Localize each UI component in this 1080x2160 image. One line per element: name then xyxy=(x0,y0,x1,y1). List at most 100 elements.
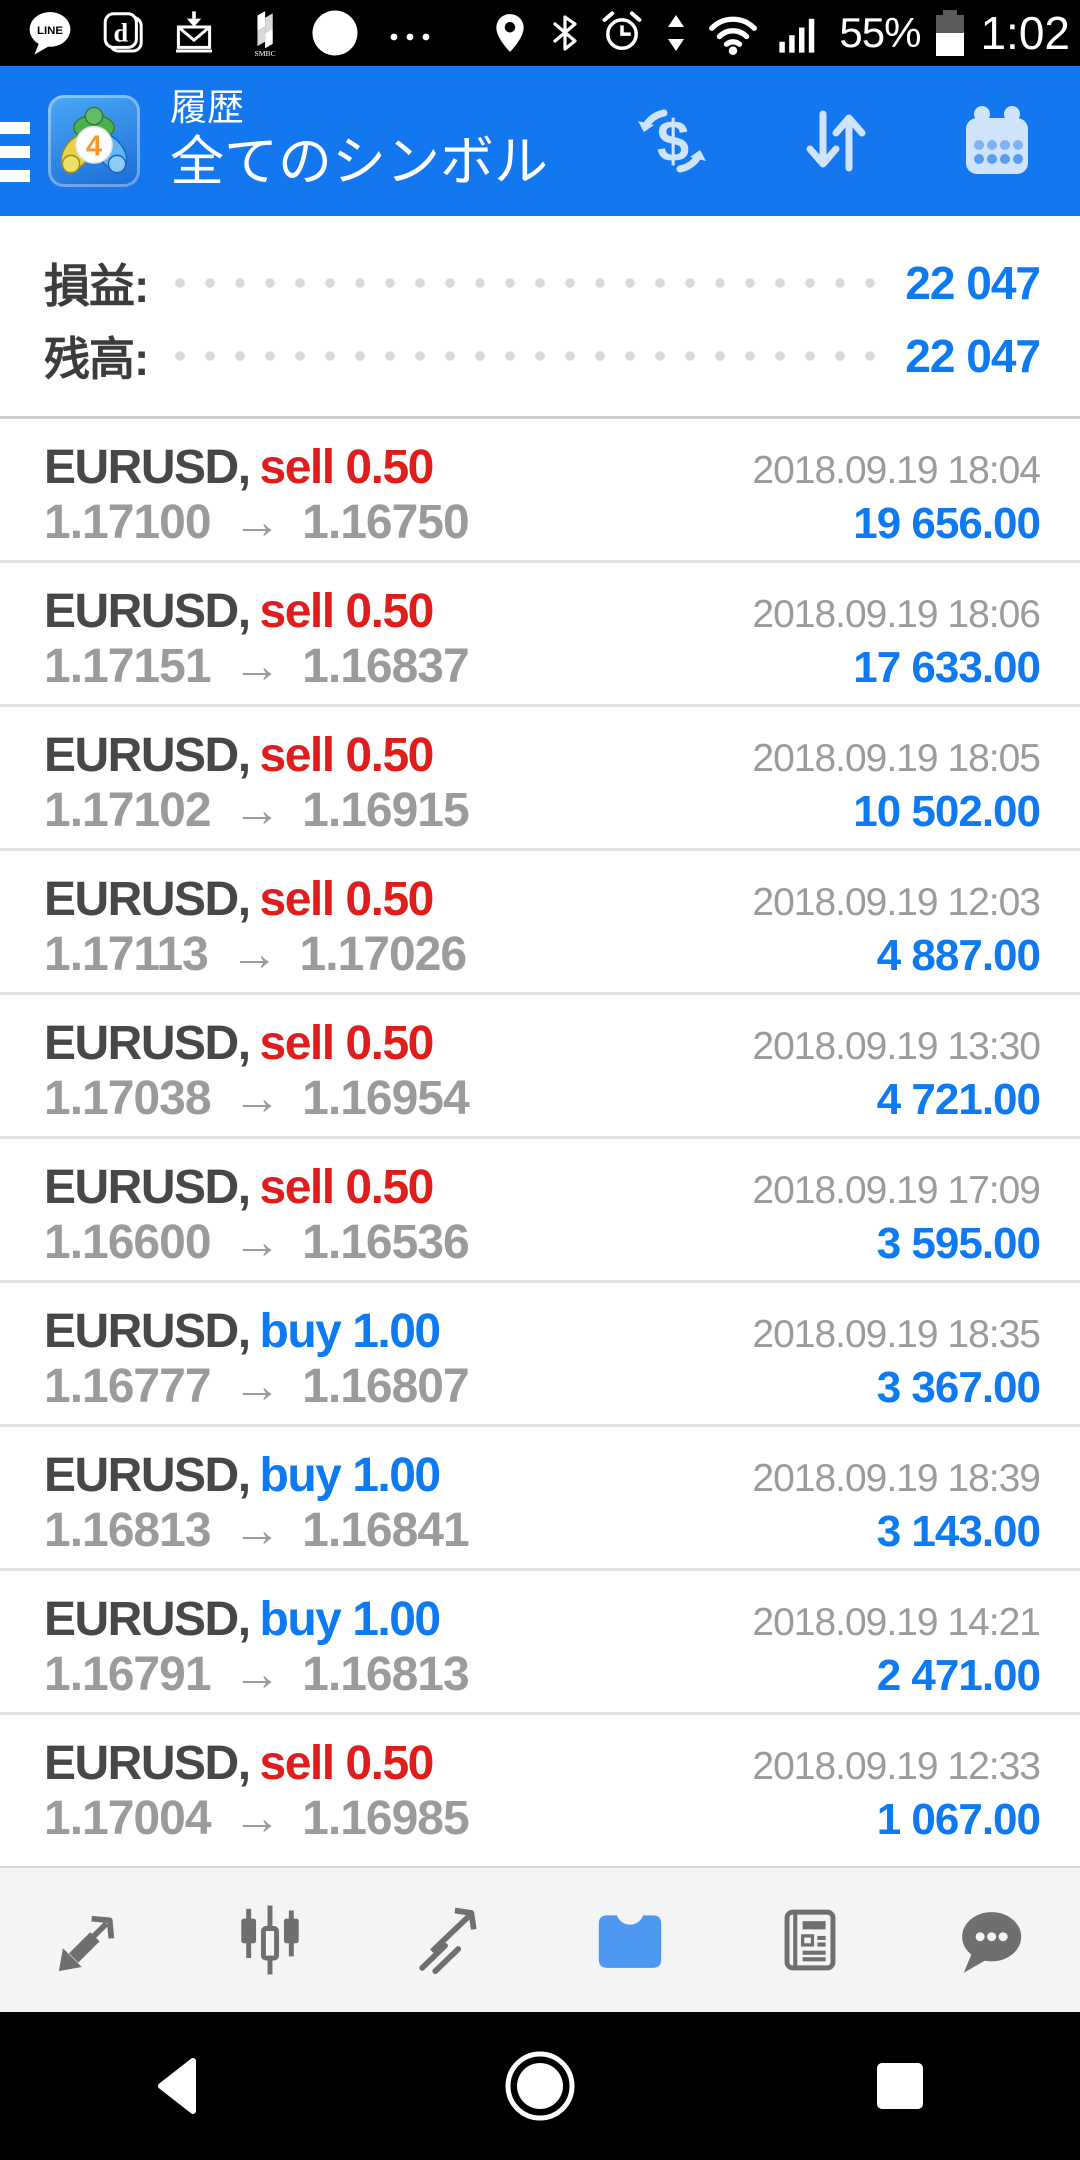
calendar-icon[interactable] xyxy=(958,102,1036,180)
trade-profit: 3 143.00 xyxy=(876,1507,1041,1556)
trade-datetime: 2018.09.19 17:09 xyxy=(752,1169,1041,1212)
trade-datetime: 2018.09.19 18:04 xyxy=(752,449,1041,492)
tab-news[interactable] xyxy=(720,1899,900,1981)
symbol-filter-label[interactable]: 全てのシンボル xyxy=(170,131,548,192)
cell-signal-icon xyxy=(779,18,815,53)
more-notifications-icon xyxy=(390,33,430,41)
trade-prices: 1.17004 → 1.16985 xyxy=(44,1792,470,1845)
trade-prices: 1.17038 → 1.16954 xyxy=(44,1072,470,1125)
trade-datetime: 2018.09.19 18:05 xyxy=(752,737,1041,780)
trade-datetime: 2018.09.19 12:33 xyxy=(752,1745,1041,1788)
trade-side-volume: sell 0.50 xyxy=(259,729,435,782)
mail-notification-icon xyxy=(176,11,212,53)
tab-trade[interactable] xyxy=(360,1899,540,1981)
nav-recents-button[interactable] xyxy=(720,2061,1080,2111)
status-time: 1:02 xyxy=(980,7,1070,59)
line-app-icon: LINE xyxy=(29,12,71,55)
nav-home-button[interactable] xyxy=(360,2049,720,2123)
menu-drawer-icon[interactable] xyxy=(0,122,30,182)
trade-row[interactable]: EURUSD, sell 0.50 2018.09.19 18:06 1.1715… xyxy=(0,560,1080,704)
dotted-leader xyxy=(174,276,880,289)
trade-side-volume: sell 0.50 xyxy=(259,873,435,926)
trade-datetime: 2018.09.19 14:21 xyxy=(752,1601,1041,1644)
profit-value: 22 047 xyxy=(905,256,1041,309)
trade-datetime: 2018.09.19 18:39 xyxy=(752,1457,1041,1500)
bottom-toolbar xyxy=(0,1866,1080,2012)
trade-list[interactable]: EURUSD, sell 0.50 2018.09.19 18:04 1.1710… xyxy=(0,419,1080,1866)
page-title: 履歴 xyxy=(170,87,244,129)
trade-side-volume: sell 0.50 xyxy=(259,1737,435,1790)
mt4-app-icon[interactable]: 4 xyxy=(48,95,140,187)
sort-icon[interactable] xyxy=(796,102,874,180)
trade-prices: 1.16600 → 1.16536 xyxy=(44,1216,470,1269)
trade-row[interactable]: EURUSD, sell 0.50 2018.09.19 12:33 1.1700… xyxy=(0,1712,1080,1856)
trade-profit: 19 656.00 xyxy=(853,499,1041,548)
trade-datetime: 2018.09.19 18:35 xyxy=(752,1313,1041,1356)
home-icon xyxy=(505,2051,575,2121)
trade-prices: 1.17100 → 1.16750 xyxy=(44,496,470,549)
trade-side-volume: buy 1.00 xyxy=(259,1449,442,1502)
svg-text:d: d xyxy=(113,17,128,47)
trade-profit: 17 633.00 xyxy=(853,643,1041,692)
trade-side-volume: sell 0.50 xyxy=(259,1017,435,1070)
trade-row[interactable]: EURUSD, sell 0.50 2018.09.19 12:03 1.1711… xyxy=(0,848,1080,992)
trade-symbol: EURUSD, xyxy=(44,1593,251,1646)
trade-symbol: EURUSD, xyxy=(44,1449,251,1502)
history-inbox-icon xyxy=(598,1915,662,1968)
trade-row[interactable]: EURUSD, buy 1.00 2018.09.19 18:35 1.16777… xyxy=(0,1280,1080,1424)
trade-row[interactable]: EURUSD, sell 0.50 2018.09.19 18:05 1.1710… xyxy=(0,704,1080,848)
trade-icon xyxy=(419,1907,477,1975)
messages-icon xyxy=(962,1912,1022,1973)
battery-icon xyxy=(936,10,965,56)
circle-notification-icon xyxy=(312,10,358,56)
tab-history[interactable] xyxy=(540,1899,720,1981)
charts-candlestick-icon xyxy=(241,1905,299,1975)
trade-profit: 4 721.00 xyxy=(876,1075,1041,1124)
trade-side-volume: buy 1.00 xyxy=(259,1305,442,1358)
trade-symbol: EURUSD, xyxy=(44,1305,251,1358)
trade-row[interactable]: EURUSD, sell 0.50 2018.09.19 18:04 1.1710… xyxy=(0,419,1080,560)
trade-row[interactable]: EURUSD, buy 1.00 2018.09.19 18:39 1.16813… xyxy=(0,1424,1080,1568)
currency-exchange-icon[interactable]: $ xyxy=(632,101,712,181)
trade-profit: 10 502.00 xyxy=(853,787,1041,836)
recents-icon xyxy=(877,2063,923,2109)
back-icon xyxy=(158,2058,196,2114)
svg-text:$: $ xyxy=(657,109,689,174)
trade-symbol: EURUSD, xyxy=(44,441,251,494)
trade-row[interactable]: EURUSD, buy 1.00 2018.09.19 14:21 1.16791… xyxy=(0,1568,1080,1712)
tab-charts[interactable] xyxy=(180,1899,360,1981)
header-titles: 履歴 全てのシンボル xyxy=(170,87,548,194)
trade-symbol: EURUSD, xyxy=(44,1161,251,1214)
battery-percent: 55% xyxy=(839,9,921,56)
profit-label: 損益: xyxy=(44,259,149,312)
tab-messages[interactable] xyxy=(900,1899,1080,1981)
data-updown-icon xyxy=(668,15,685,51)
dotted-leader xyxy=(174,349,880,362)
trade-prices: 1.17113 → 1.17026 xyxy=(44,928,467,981)
trade-side-volume: sell 0.50 xyxy=(259,441,435,494)
trade-prices: 1.16813 → 1.16841 xyxy=(44,1504,470,1557)
trade-profit: 3 595.00 xyxy=(876,1219,1041,1268)
trade-row[interactable]: EURUSD, sell 0.50 2018.09.19 13:30 1.1703… xyxy=(0,992,1080,1136)
alarm-icon xyxy=(602,11,642,51)
quotes-icon xyxy=(58,1915,115,1972)
status-bar: LINE d SMBC xyxy=(0,0,1080,66)
tab-quotes[interactable] xyxy=(0,1899,180,1981)
wifi-icon xyxy=(709,16,758,55)
trade-side-volume: sell 0.50 xyxy=(259,1161,435,1214)
trade-symbol: EURUSD, xyxy=(44,1017,251,1070)
balance-value: 22 047 xyxy=(905,329,1041,382)
trade-side-volume: buy 1.00 xyxy=(259,1593,442,1646)
trade-symbol: EURUSD, xyxy=(44,1737,251,1790)
svg-text:SMBC: SMBC xyxy=(254,49,275,57)
trade-datetime: 2018.09.19 12:03 xyxy=(752,881,1041,924)
bluetooth-icon xyxy=(553,15,578,51)
trade-profit: 1 067.00 xyxy=(876,1795,1041,1844)
trade-side-volume: sell 0.50 xyxy=(259,585,435,638)
account-summary: 損益: 22 047 残高: 22 047 xyxy=(0,216,1080,419)
android-nav-bar xyxy=(0,2012,1080,2160)
location-icon xyxy=(496,14,525,52)
nav-back-button[interactable] xyxy=(0,2053,360,2119)
trade-prices: 1.17151 → 1.16837 xyxy=(44,640,470,693)
trade-row[interactable]: EURUSD, sell 0.50 2018.09.19 17:09 1.1660… xyxy=(0,1136,1080,1280)
